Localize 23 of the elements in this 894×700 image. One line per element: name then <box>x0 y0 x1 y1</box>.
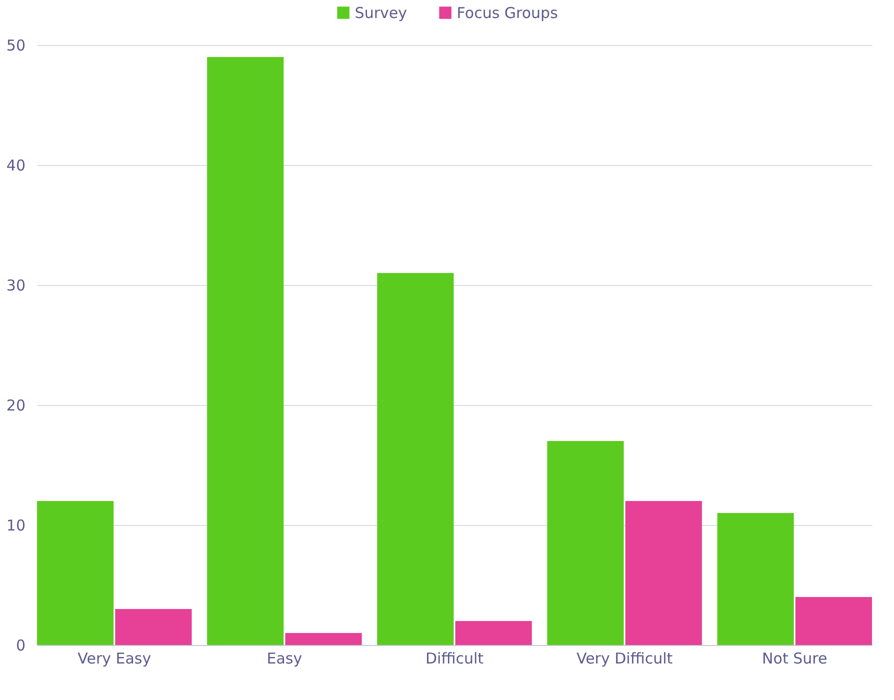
bar <box>377 273 454 645</box>
y-tick-label: 20 <box>6 396 26 414</box>
bar <box>37 501 114 645</box>
x-tick-label: Not Sure <box>762 650 828 668</box>
x-tick-label: Very Difficult <box>576 650 673 668</box>
bar <box>285 633 362 645</box>
y-tick-label: 50 <box>6 36 26 54</box>
y-tick-label: 0 <box>16 636 26 654</box>
bar <box>547 441 624 645</box>
x-tick-label: Difficult <box>425 650 484 668</box>
bar <box>115 609 192 645</box>
x-tick-label: Very Easy <box>78 650 152 668</box>
bar <box>455 621 532 645</box>
y-tick-label: 10 <box>6 516 26 534</box>
y-tick-label: 30 <box>6 276 26 294</box>
legend-label: Survey <box>354 4 408 22</box>
x-tick-label: Easy <box>266 650 302 668</box>
y-tick-label: 40 <box>6 156 26 174</box>
bar <box>625 501 702 645</box>
bar <box>795 597 872 645</box>
legend-label: Focus Groups <box>456 4 558 22</box>
bar <box>717 513 794 645</box>
bar <box>207 57 284 645</box>
